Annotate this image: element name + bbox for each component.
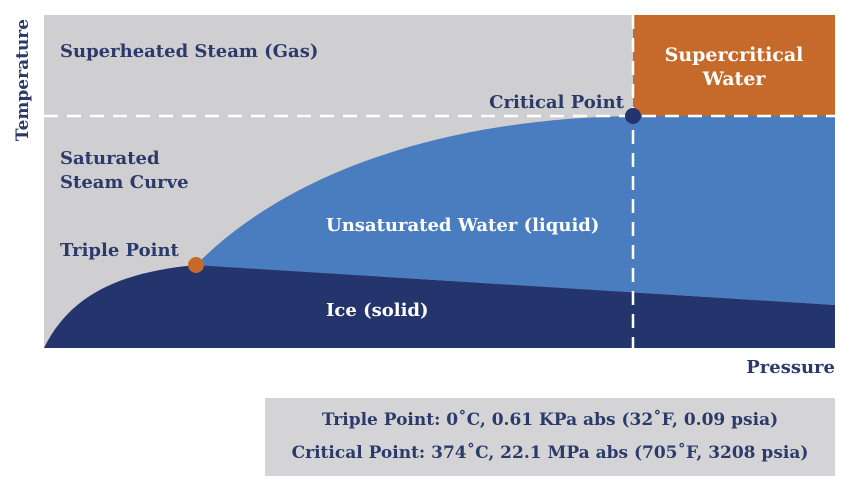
point-values-box: Triple Point: 0˚C, 0.61 KPa abs (32˚F, 0…: [265, 398, 835, 476]
critical-point-label: Critical Point: [489, 92, 625, 113]
critical-point-marker: [625, 108, 641, 124]
triple-point-marker: [188, 257, 204, 273]
supercritical-region: [633, 15, 835, 116]
saturated-steam-label-line2: Steam Curve: [60, 172, 189, 193]
solid-region: [44, 265, 835, 348]
supercritical-label-line2: Water: [702, 68, 767, 90]
ice-label: Ice (solid): [326, 300, 429, 321]
critical-point-values: Critical Point: 374˚C, 22.1 MPa abs (705…: [291, 443, 809, 463]
supercritical-label-line1: Supercritical: [665, 44, 804, 66]
triple-point-label: Triple Point: [60, 240, 180, 261]
y-axis-label: Temperature: [13, 19, 33, 141]
x-axis-label: Pressure: [746, 357, 835, 378]
triple-point-values: Triple Point: 0˚C, 0.61 KPa abs (32˚F, 0…: [321, 410, 779, 430]
liquid-region: [196, 116, 835, 305]
superheated-steam-label: Superheated Steam (Gas): [60, 41, 318, 62]
unsaturated-water-label: Unsaturated Water (liquid): [326, 215, 599, 236]
saturated-steam-label-line1: Saturated: [60, 148, 160, 169]
phase-diagram: Temperature Pressure Superheated Steam (…: [13, 15, 835, 378]
